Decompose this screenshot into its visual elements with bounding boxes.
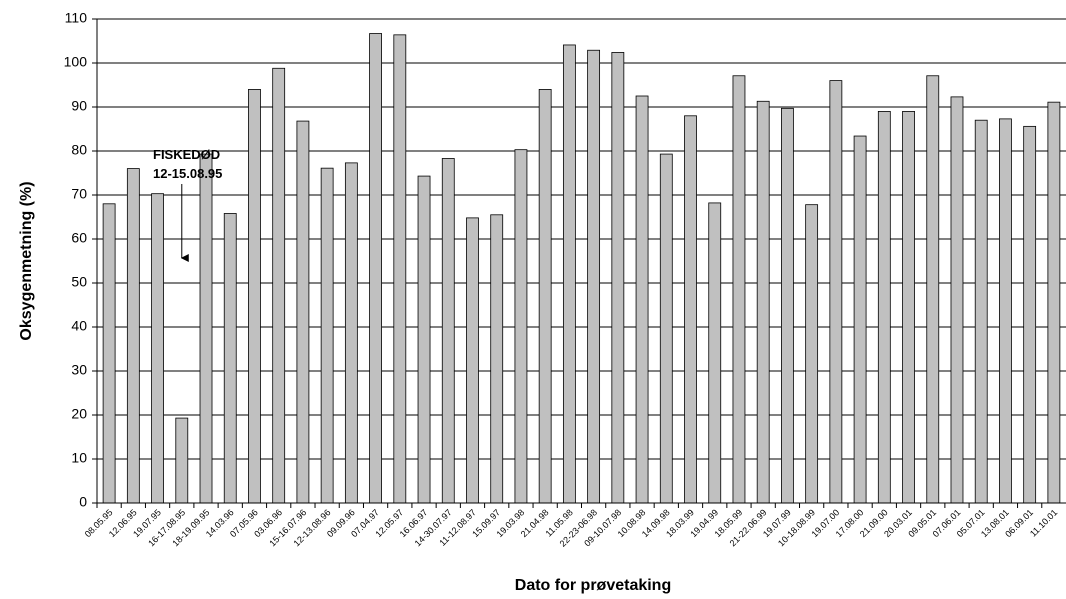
y-tick-label: 30 [71, 362, 87, 378]
bar [393, 34, 407, 504]
y-tick-label: 0 [79, 494, 87, 510]
bar [950, 96, 964, 504]
y-axis-label: Oksygenmetning (%) [18, 181, 35, 340]
annotation: FISKEDØD [153, 147, 220, 162]
bar [587, 49, 601, 504]
bar [272, 67, 286, 504]
bar [151, 193, 164, 504]
bar [417, 175, 431, 504]
y-tick-label: 60 [71, 230, 87, 246]
y-tick-label: 40 [71, 318, 87, 334]
annotation: 12-15.08.95 [153, 166, 222, 181]
y-tick-label: 50 [71, 274, 87, 290]
bar [344, 162, 358, 504]
bar [223, 213, 237, 504]
bar [805, 204, 819, 504]
bar [732, 75, 746, 504]
bar [175, 417, 189, 504]
bar [102, 203, 116, 504]
bar [514, 149, 528, 504]
y-tick-label: 100 [64, 54, 88, 70]
bar [466, 217, 479, 504]
bar [248, 89, 261, 504]
y-tick-label: 70 [71, 186, 87, 202]
bar [1047, 101, 1061, 504]
bar [708, 202, 722, 504]
bar [902, 111, 915, 504]
y-tick-label: 80 [71, 142, 87, 158]
bar [320, 167, 334, 504]
y-tick-label: 90 [71, 98, 87, 114]
bar [684, 115, 697, 504]
bar [974, 119, 988, 504]
bar [538, 89, 552, 504]
x-axis-label: Dato for prøvetaking [515, 577, 671, 594]
bar [999, 118, 1012, 504]
bar [369, 33, 382, 504]
bar [441, 158, 455, 504]
bar [635, 95, 649, 504]
bar [781, 107, 794, 504]
bar [877, 111, 891, 504]
bar [756, 100, 770, 504]
y-tick-label: 10 [71, 450, 87, 466]
bar [296, 120, 310, 504]
bar [562, 44, 576, 504]
bar [1023, 125, 1037, 504]
bar [829, 80, 843, 504]
y-tick-label: 110 [65, 10, 88, 26]
bar [926, 75, 940, 504]
bar [611, 52, 625, 504]
y-tick-label: 20 [71, 406, 87, 422]
bar [490, 214, 504, 504]
bar [659, 153, 673, 504]
bar [199, 153, 213, 504]
bar [126, 168, 140, 504]
bar [853, 135, 867, 504]
